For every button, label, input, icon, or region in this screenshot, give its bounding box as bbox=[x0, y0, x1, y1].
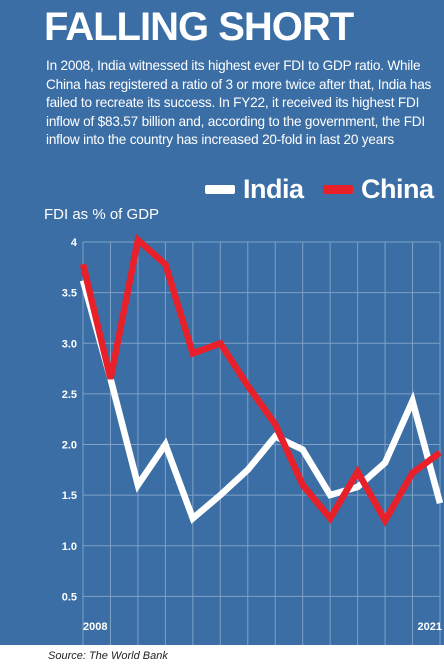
x-tick-label: 2008 bbox=[83, 621, 107, 633]
y-tick-label: 4 bbox=[71, 237, 78, 249]
chart-title: FALLING SHORT bbox=[44, 5, 354, 49]
line-chart: 4 3.5 3.0 2.5 2.0 1.5 1.0 0.5 2008 2021 bbox=[62, 233, 444, 645]
y-axis-label: FDI as % of GDP bbox=[44, 206, 160, 223]
legend-label-china: China bbox=[361, 174, 434, 204]
series-line-india bbox=[79, 279, 444, 524]
y-tick-label: 0.5 bbox=[62, 591, 77, 603]
y-tick-label: 2.0 bbox=[62, 440, 77, 452]
series-line-china bbox=[79, 233, 442, 527]
y-tick-label: 1.5 bbox=[62, 490, 77, 502]
legend-swatch-india bbox=[205, 184, 235, 194]
y-tick-label: 3.0 bbox=[62, 338, 77, 350]
legend-label-india: India bbox=[243, 174, 304, 204]
legend-item-india: India bbox=[205, 173, 304, 205]
y-tick-label: 2.5 bbox=[62, 389, 77, 401]
y-tick-label: 1.0 bbox=[62, 541, 77, 553]
chart-description: In 2008, India witnessed its highest eve… bbox=[46, 58, 432, 148]
source-note: Source: The World Bank bbox=[48, 650, 168, 662]
legend-item-china: China bbox=[323, 173, 434, 205]
x-tick-label: 2021 bbox=[418, 621, 442, 633]
chart-panel bbox=[0, 0, 444, 645]
legend-swatch-china bbox=[323, 184, 353, 194]
y-tick-label: 3.5 bbox=[62, 288, 77, 300]
